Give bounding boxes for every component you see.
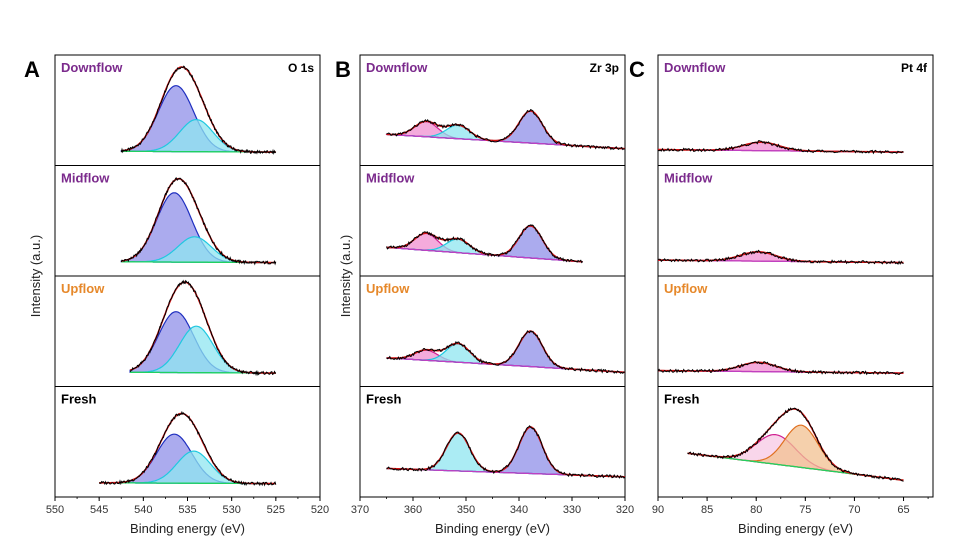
x-tick-label: 330 bbox=[563, 504, 581, 516]
row-label: Fresh bbox=[61, 392, 96, 407]
row-downflow: Downflow bbox=[366, 60, 626, 151]
row-fresh: Fresh bbox=[366, 392, 626, 479]
raw-spectrum bbox=[120, 65, 277, 155]
x-tick-label: 75 bbox=[799, 504, 811, 516]
row-downflow: Downflow bbox=[61, 60, 277, 155]
panel-b: B Zr 3p 370 360 350 340 330 320 Binding energy (… bbox=[335, 54, 634, 536]
x-tick-label: 360 bbox=[404, 504, 422, 516]
x-tick-label: 70 bbox=[848, 504, 860, 516]
row-label: Upflow bbox=[366, 281, 410, 296]
x-tick-label: 320 bbox=[616, 504, 634, 516]
row-midflow: Midflow bbox=[657, 171, 904, 265]
row-downflow: Downflow bbox=[657, 60, 904, 155]
x-tick-label: 340 bbox=[510, 504, 528, 516]
raw-spectrum bbox=[657, 249, 904, 265]
y-axis-title: Intensity (a.u.) bbox=[28, 235, 43, 317]
x-axis-title: Binding energy (eV) bbox=[738, 521, 853, 536]
x-axis-title: Binding energy (eV) bbox=[130, 521, 245, 536]
row-fresh: Fresh bbox=[664, 392, 904, 482]
x-tick-label: 85 bbox=[701, 504, 713, 516]
row-label: Upflow bbox=[61, 281, 105, 296]
x-axis-title: Binding energy (eV) bbox=[435, 521, 550, 536]
raw-spectrum bbox=[386, 224, 583, 264]
panel-letter: A bbox=[24, 57, 40, 82]
x-tick-label: 90 bbox=[652, 504, 664, 516]
x-tick-label: 65 bbox=[897, 504, 909, 516]
component-peak-2 bbox=[687, 424, 904, 481]
row-label: Fresh bbox=[366, 392, 401, 407]
panel-c: C Pt 4f 90 85 80 75 70 65 Binding energy (eV) Dow… bbox=[629, 54, 934, 536]
row-upflow: Upflow bbox=[61, 279, 277, 377]
component-peak-2 bbox=[99, 450, 276, 485]
row-fresh: Fresh bbox=[61, 392, 277, 487]
x-tick-label: 530 bbox=[222, 504, 240, 516]
raw-spectrum bbox=[98, 410, 277, 487]
x-tick-label: 350 bbox=[457, 504, 475, 516]
row-label: Upflow bbox=[664, 281, 708, 296]
x-tick-label: 540 bbox=[134, 504, 152, 516]
panel-letter: C bbox=[629, 57, 645, 82]
row-label: Fresh bbox=[664, 392, 699, 407]
raw-spectrum bbox=[386, 108, 626, 151]
y-axis-title: Intensity (a.u.) bbox=[338, 235, 353, 317]
row-label: Midflow bbox=[366, 171, 415, 186]
core-level-label: Zr 3p bbox=[590, 61, 619, 75]
core-level-label: Pt 4f bbox=[901, 61, 928, 75]
panel-letter: B bbox=[335, 57, 351, 82]
row-label: Midflow bbox=[664, 171, 713, 186]
row-label: Downflow bbox=[664, 60, 726, 75]
raw-spectrum bbox=[120, 176, 277, 266]
row-label: Midflow bbox=[61, 171, 110, 186]
x-tick-label: 550 bbox=[46, 504, 64, 516]
row-label: Downflow bbox=[61, 60, 123, 75]
component-peak-1 bbox=[385, 120, 626, 150]
x-tick-label: 525 bbox=[267, 504, 285, 516]
raw-spectrum bbox=[657, 360, 904, 376]
raw-spectrum bbox=[687, 407, 904, 482]
x-tick-label: 370 bbox=[351, 504, 369, 516]
raw-spectrum bbox=[386, 330, 626, 374]
raw-spectrum bbox=[657, 140, 904, 155]
x-tick-label: 520 bbox=[311, 504, 329, 516]
row-midflow: Midflow bbox=[61, 171, 277, 266]
row-midflow: Midflow bbox=[366, 171, 583, 264]
raw-spectrum bbox=[386, 425, 626, 479]
x-tick-label: 80 bbox=[750, 504, 762, 516]
panels-group: A O 1s 550 545 540 535 530 525 520 Binding energy… bbox=[24, 54, 934, 536]
background-line bbox=[386, 246, 583, 263]
x-tick-label: 545 bbox=[90, 504, 108, 516]
core-level-label: O 1s bbox=[288, 61, 314, 75]
raw-spectrum bbox=[129, 279, 277, 377]
fit-envelope bbox=[658, 250, 904, 264]
x-tick-label: 535 bbox=[178, 504, 196, 516]
row-upflow: Upflow bbox=[366, 281, 626, 374]
row-label: Downflow bbox=[366, 60, 428, 75]
fit-envelope bbox=[386, 426, 626, 478]
panel-a: A O 1s 550 545 540 535 530 525 520 Binding energy… bbox=[24, 54, 329, 536]
row-upflow: Upflow bbox=[657, 281, 904, 376]
